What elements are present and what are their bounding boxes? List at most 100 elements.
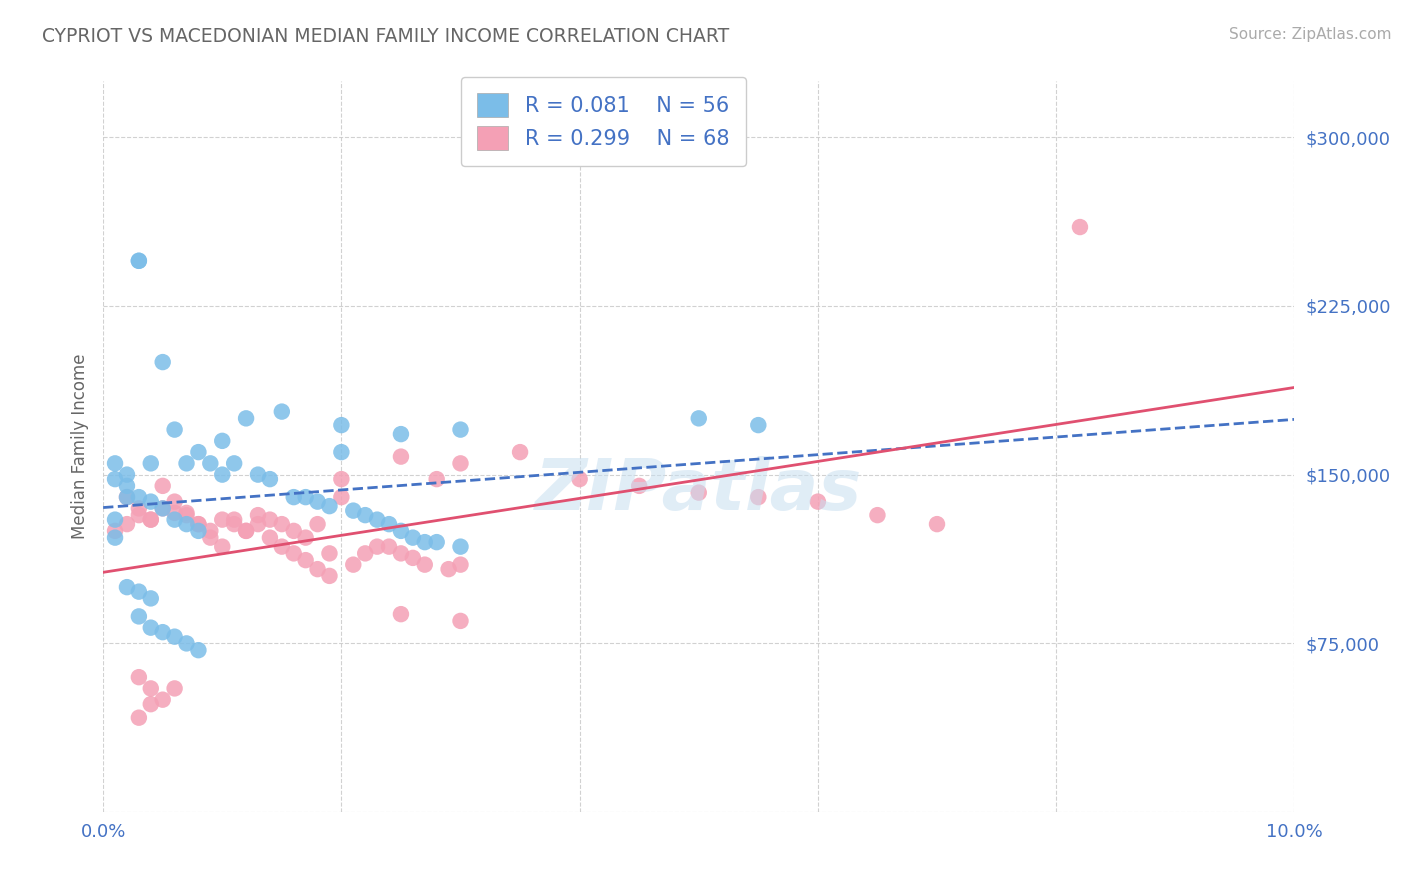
Y-axis label: Median Family Income: Median Family Income: [72, 354, 89, 540]
Point: [259, 513, 281, 527]
Point: [366, 540, 388, 554]
Point: [104, 513, 127, 527]
Point: [163, 494, 186, 508]
Point: [176, 517, 198, 532]
Point: [235, 524, 257, 538]
Point: [163, 630, 186, 644]
Point: [330, 445, 353, 459]
Point: [307, 562, 329, 576]
Point: [413, 535, 436, 549]
Point: [450, 614, 472, 628]
Point: [187, 445, 209, 459]
Point: [152, 501, 174, 516]
Point: [224, 456, 246, 470]
Point: [866, 508, 889, 522]
Point: [259, 531, 281, 545]
Point: [104, 456, 127, 470]
Point: [747, 490, 769, 504]
Text: CYPRIOT VS MACEDONIAN MEDIAN FAMILY INCOME CORRELATION CHART: CYPRIOT VS MACEDONIAN MEDIAN FAMILY INCO…: [42, 27, 730, 45]
Point: [283, 490, 305, 504]
Point: [139, 513, 162, 527]
Point: [925, 517, 948, 532]
Point: [128, 584, 150, 599]
Point: [128, 711, 150, 725]
Point: [211, 513, 233, 527]
Point: [246, 508, 269, 522]
Point: [200, 524, 222, 538]
Point: [283, 546, 305, 560]
Point: [224, 513, 246, 527]
Point: [139, 681, 162, 696]
Point: [389, 427, 412, 442]
Point: [450, 558, 472, 572]
Point: [163, 681, 186, 696]
Point: [366, 513, 388, 527]
Point: [270, 517, 292, 532]
Point: [354, 546, 377, 560]
Text: Source: ZipAtlas.com: Source: ZipAtlas.com: [1229, 27, 1392, 42]
Point: [139, 513, 162, 527]
Point: [128, 490, 150, 504]
Point: [342, 558, 364, 572]
Point: [330, 472, 353, 486]
Point: [389, 524, 412, 538]
Point: [152, 479, 174, 493]
Legend: R = 0.081    N = 56, R = 0.299    N = 68: R = 0.081 N = 56, R = 0.299 N = 68: [461, 77, 747, 166]
Point: [187, 517, 209, 532]
Point: [259, 472, 281, 486]
Point: [402, 531, 425, 545]
Point: [294, 531, 316, 545]
Point: [176, 636, 198, 650]
Point: [402, 550, 425, 565]
Point: [139, 621, 162, 635]
Point: [139, 456, 162, 470]
Point: [294, 553, 316, 567]
Point: [450, 423, 472, 437]
Point: [163, 506, 186, 520]
Point: [688, 485, 710, 500]
Point: [450, 540, 472, 554]
Point: [426, 472, 449, 486]
Point: [211, 467, 233, 482]
Point: [307, 517, 329, 532]
Point: [807, 494, 830, 508]
Point: [628, 479, 651, 493]
Point: [318, 546, 340, 560]
Point: [509, 445, 531, 459]
Point: [450, 456, 472, 470]
Point: [128, 253, 150, 268]
Point: [378, 540, 401, 554]
Point: [688, 411, 710, 425]
Point: [115, 580, 138, 594]
Point: [152, 501, 174, 516]
Point: [318, 569, 340, 583]
Point: [389, 546, 412, 560]
Point: [187, 643, 209, 657]
Point: [163, 423, 186, 437]
Point: [200, 531, 222, 545]
Point: [270, 540, 292, 554]
Point: [115, 490, 138, 504]
Point: [235, 411, 257, 425]
Point: [378, 517, 401, 532]
Point: [128, 501, 150, 516]
Point: [115, 517, 138, 532]
Point: [104, 472, 127, 486]
Point: [176, 508, 198, 522]
Point: [426, 535, 449, 549]
Point: [200, 456, 222, 470]
Point: [115, 479, 138, 493]
Point: [152, 692, 174, 706]
Point: [128, 508, 150, 522]
Point: [104, 531, 127, 545]
Point: [437, 562, 460, 576]
Point: [270, 404, 292, 418]
Point: [342, 503, 364, 517]
Point: [139, 591, 162, 606]
Point: [115, 490, 138, 504]
Point: [211, 540, 233, 554]
Point: [187, 524, 209, 538]
Point: [318, 499, 340, 513]
Point: [307, 494, 329, 508]
Point: [211, 434, 233, 448]
